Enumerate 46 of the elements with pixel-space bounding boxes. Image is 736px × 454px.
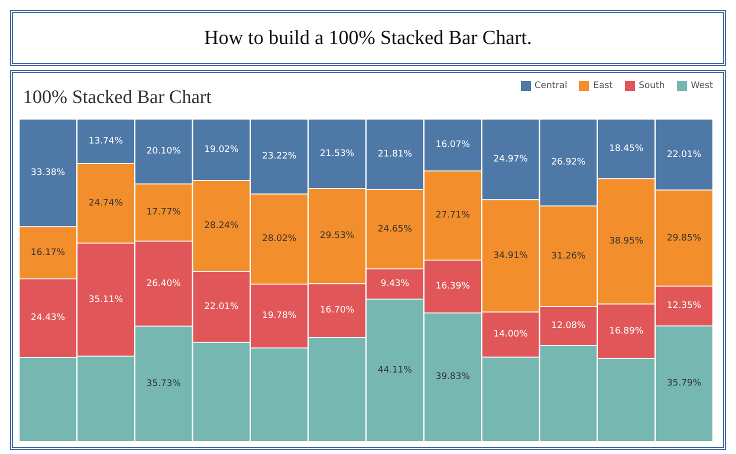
legend-label: East xyxy=(593,81,613,91)
data-label: 24.65% xyxy=(378,224,413,234)
data-label: 35.11% xyxy=(88,294,124,305)
data-label: 29.53% xyxy=(320,231,355,242)
data-label: 28.24% xyxy=(204,221,240,232)
data-label: 20.10% xyxy=(146,146,182,157)
data-label: 29.85% xyxy=(666,233,702,244)
data-label: 16.89% xyxy=(609,326,644,336)
data-label: 16.39% xyxy=(436,282,470,292)
data-label: 9.43% xyxy=(380,279,410,290)
data-label: 14.00% xyxy=(493,330,528,340)
legend-label: South xyxy=(638,81,665,91)
data-label: 21.53% xyxy=(320,149,355,160)
data-label: 16.07% xyxy=(436,140,470,150)
legend-label: Central xyxy=(534,81,568,91)
data-label: 24.74% xyxy=(88,198,124,208)
data-label: 31.26% xyxy=(551,251,586,262)
data-label: 24.97% xyxy=(493,154,528,165)
data-label: 24.43% xyxy=(30,313,66,324)
data-label: 17.77% xyxy=(146,208,182,218)
data-label: 19.02% xyxy=(204,144,240,155)
data-label: 35.73% xyxy=(146,378,182,389)
data-label: 16.17% xyxy=(30,248,66,258)
data-label: 18.45% xyxy=(609,144,644,154)
chart-subtitle: 100% Stacked Bar Chart xyxy=(23,87,212,109)
data-label: 27.71% xyxy=(436,210,470,221)
legend-label: West xyxy=(690,81,713,91)
data-label: 35.79% xyxy=(666,378,702,389)
data-label: 44.11% xyxy=(378,365,413,376)
data-label: 22.01% xyxy=(204,302,240,312)
data-label: 16.70% xyxy=(320,306,355,316)
data-label: 12.35% xyxy=(666,301,702,312)
data-label: 38.95% xyxy=(609,236,644,246)
data-label: 34.91% xyxy=(493,250,528,261)
data-label: 26.92% xyxy=(551,158,586,168)
data-label: 22.01% xyxy=(666,150,702,160)
data-label: 33.38% xyxy=(30,168,66,178)
data-label: 26.40% xyxy=(146,278,182,289)
chart-title: How to build a 100% Stacked Bar Chart. xyxy=(10,10,726,66)
data-label: 13.74% xyxy=(88,136,124,146)
data-label: 19.78% xyxy=(262,311,297,322)
data-label: 21.81% xyxy=(378,149,413,160)
data-label: 12.08% xyxy=(551,321,586,332)
data-label: 23.22% xyxy=(262,152,297,162)
data-label: 39.83% xyxy=(436,372,470,382)
data-label: 28.02% xyxy=(262,234,297,244)
